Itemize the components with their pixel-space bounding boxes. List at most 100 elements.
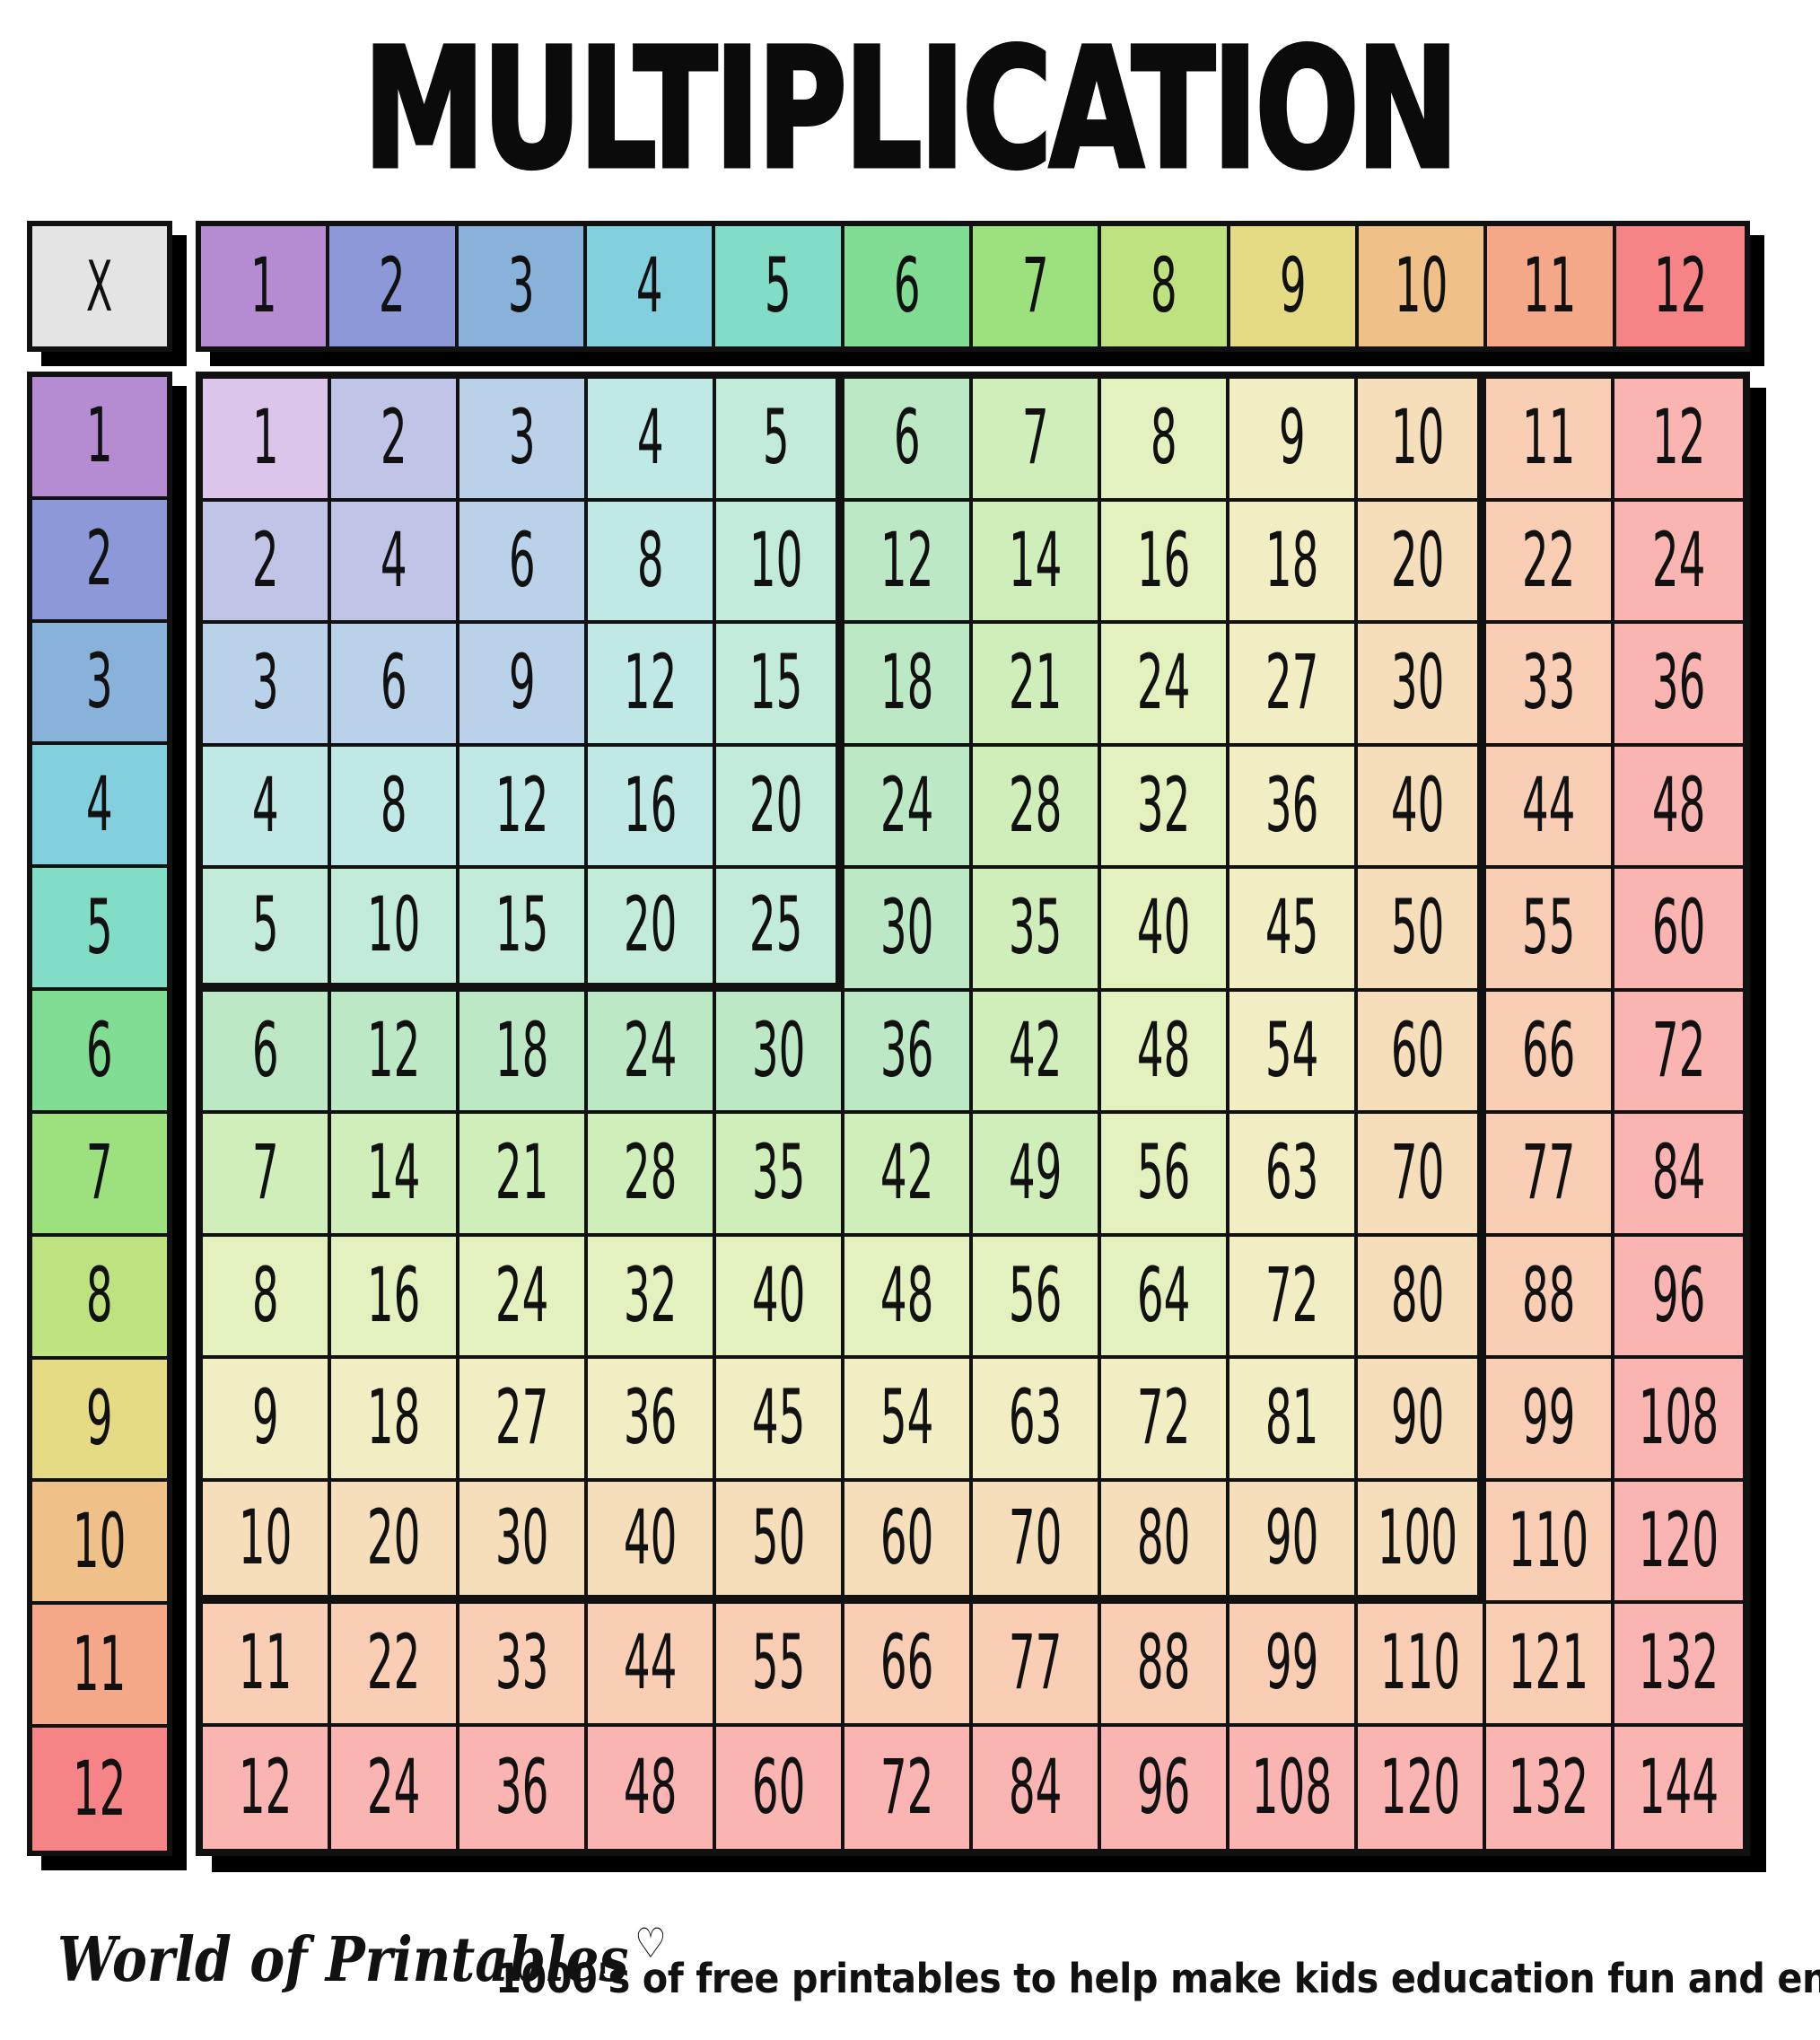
grid-cell-label: 18 xyxy=(494,1007,549,1095)
grid-cell-label: 12 xyxy=(879,517,934,605)
grid-cell-label: 12 xyxy=(623,639,678,727)
grid-cell-label: 18 xyxy=(366,1374,421,1462)
row-header-cell-label: 6 xyxy=(86,1006,113,1095)
grid-cell-label: 2 xyxy=(380,394,407,482)
grid-cell: 2 xyxy=(203,501,331,624)
corner-cell: X xyxy=(27,221,172,352)
grid-cell-label: 5 xyxy=(762,394,790,482)
grid-cell: 48 xyxy=(1614,746,1743,869)
grid-cell: 12 xyxy=(1614,379,1743,502)
grid-cell: 10 xyxy=(716,501,844,624)
grid-cell-label: 80 xyxy=(1390,1252,1445,1340)
grid-cell-label: 27 xyxy=(494,1374,549,1462)
grid-cell: 10 xyxy=(203,1481,331,1604)
grid-cell: 80 xyxy=(1101,1481,1229,1604)
grid-cell: 27 xyxy=(459,1359,588,1482)
grid-cell-label: 28 xyxy=(623,1129,678,1217)
grid-cell-label: 77 xyxy=(1521,1129,1576,1217)
grid-cell: 24 xyxy=(588,991,716,1114)
row-header-cell: 4 xyxy=(32,745,167,869)
grid-cell: 18 xyxy=(459,991,588,1114)
grid-cell-label: 24 xyxy=(494,1252,549,1340)
grid-cell: 15 xyxy=(459,869,588,992)
grid-cell: 9 xyxy=(203,1359,331,1482)
grid-cell: 12 xyxy=(331,991,459,1114)
grid-cell-label: 96 xyxy=(1136,1744,1191,1832)
grid-cell-label: 28 xyxy=(1008,762,1063,850)
corner-label: X xyxy=(86,245,113,328)
grid-cell-label: 27 xyxy=(1264,639,1319,727)
column-header-cell: 12 xyxy=(1615,226,1745,346)
grid-cell-label: 10 xyxy=(366,881,421,969)
column-header-cell: 8 xyxy=(1101,226,1230,346)
footer-tagline: 1000's of free printables to help make k… xyxy=(495,1955,1820,2002)
grid-cell: 60 xyxy=(1358,991,1486,1114)
grid-cell: 45 xyxy=(1229,869,1358,992)
grid-cell-label: 7 xyxy=(1021,394,1049,482)
grid-cell: 14 xyxy=(973,501,1101,624)
grid-cell: 56 xyxy=(1101,1114,1229,1237)
grid-cell-label: 144 xyxy=(1638,1744,1719,1832)
grid-cell: 63 xyxy=(973,1359,1101,1482)
grid-cell: 20 xyxy=(331,1481,459,1604)
grid-cell-label: 33 xyxy=(1521,639,1576,727)
grid-cell: 4 xyxy=(203,746,331,869)
grid-cell-label: 25 xyxy=(748,881,803,969)
grid-cell: 30 xyxy=(844,869,973,992)
grid-cell: 32 xyxy=(1101,746,1229,869)
row-header-cell: 7 xyxy=(32,1113,167,1237)
grid-cell: 2 xyxy=(331,379,459,502)
grid-cell: 90 xyxy=(1358,1359,1486,1482)
grid-cell: 64 xyxy=(1101,1236,1229,1359)
grid-cell: 6 xyxy=(331,624,459,747)
grid-cell: 35 xyxy=(716,1114,844,1237)
grid-cell: 44 xyxy=(1486,746,1614,869)
grid-cell: 16 xyxy=(588,746,716,869)
grid-cell: 10 xyxy=(331,869,459,992)
grid-cell-label: 60 xyxy=(879,1494,934,1582)
grid-cell-label: 36 xyxy=(1651,639,1706,727)
grid-cell: 72 xyxy=(844,1726,973,1849)
grid-cell-label: 6 xyxy=(251,1007,279,1095)
grid-cell: 28 xyxy=(973,746,1101,869)
grid-cell: 20 xyxy=(1358,501,1486,624)
grid-cell: 18 xyxy=(844,624,973,747)
column-header-cell-label: 4 xyxy=(635,242,663,330)
row-header-cell-label: 8 xyxy=(86,1252,113,1340)
grid-cell: 60 xyxy=(716,1726,844,1849)
grid-cell-label: 77 xyxy=(1008,1619,1063,1707)
page-title-wrap: MULTIPLICATION xyxy=(0,25,1820,195)
brand-text: World of Printables xyxy=(57,1924,629,1996)
grid-cell: 22 xyxy=(1486,501,1614,624)
row-header-cell: 12 xyxy=(32,1728,167,1851)
grid-cell-label: 44 xyxy=(1521,762,1576,850)
grid-cell: 132 xyxy=(1486,1726,1614,1849)
grid-cell: 11 xyxy=(203,1604,331,1727)
grid-cell-label: 90 xyxy=(1264,1494,1319,1582)
row-header-cell-label: 9 xyxy=(86,1375,113,1463)
grid-cell-label: 3 xyxy=(251,639,279,727)
column-header-cell: 11 xyxy=(1487,226,1616,346)
grid-cell-label: 9 xyxy=(1278,394,1306,482)
grid-cell-label: 22 xyxy=(366,1619,421,1707)
row-header-cell-label: 7 xyxy=(86,1129,113,1218)
grid-cell: 24 xyxy=(1101,624,1229,747)
brand-logo: World of Printables ♡ xyxy=(57,1919,667,1998)
grid-cell-label: 3 xyxy=(508,394,536,482)
column-header-cell-label: 8 xyxy=(1151,242,1177,330)
column-header-cell: 9 xyxy=(1229,226,1359,346)
grid-cell-label: 20 xyxy=(1390,517,1445,605)
grid-cell: 70 xyxy=(973,1481,1101,1604)
grid-cell: 33 xyxy=(1486,624,1614,747)
grid-cell-label: 45 xyxy=(1264,884,1319,972)
grid-cell: 8 xyxy=(588,501,716,624)
grid-cell-label: 16 xyxy=(366,1252,421,1340)
row-header-cell-label: 11 xyxy=(73,1621,127,1709)
grid-cell: 22 xyxy=(331,1604,459,1727)
grid-cell-label: 48 xyxy=(623,1744,678,1832)
grid-cell: 100 xyxy=(1358,1481,1486,1604)
grid-cell-label: 45 xyxy=(751,1374,806,1462)
grid-cell: 42 xyxy=(844,1114,973,1237)
grid-cell-label: 24 xyxy=(623,1007,678,1095)
